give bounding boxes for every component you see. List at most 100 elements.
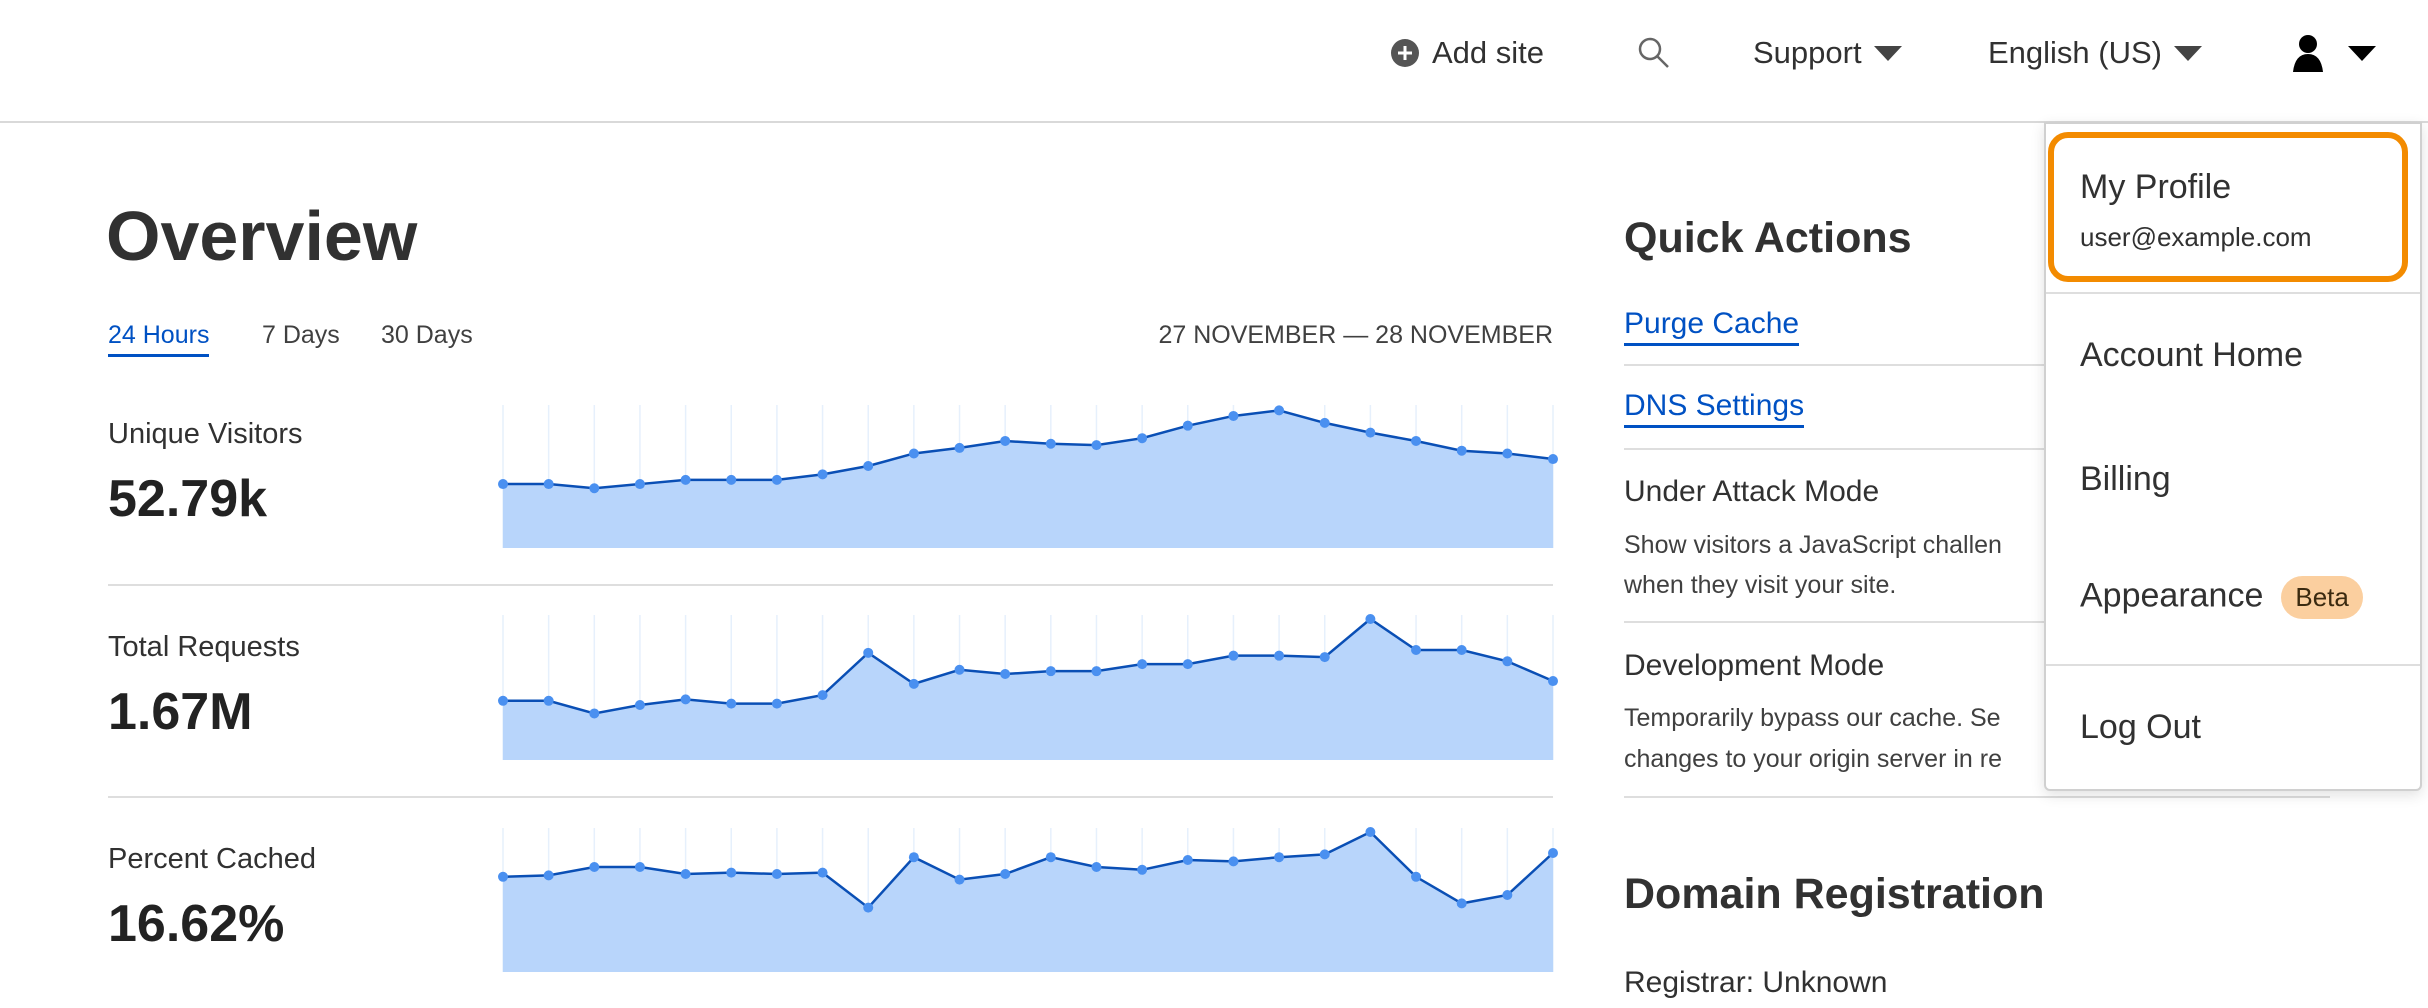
data-point: [1365, 614, 1376, 624]
data-point: [1137, 433, 1148, 444]
data-point: [1000, 435, 1011, 446]
data-point: [1548, 848, 1558, 858]
data-point: [634, 700, 645, 711]
metric-value-unique-visitors: 52.79k: [108, 470, 268, 528]
search-button[interactable]: [1636, 35, 1672, 71]
billing-item[interactable]: Billing: [2080, 460, 2171, 498]
area-fill: [503, 832, 1553, 972]
data-point: [498, 695, 508, 706]
metric-label-percent-cached: Percent Cached: [108, 843, 316, 875]
area-fill: [503, 410, 1553, 548]
tab-30-days[interactable]: 30 Days: [381, 321, 473, 349]
user-icon: [2293, 35, 2323, 72]
data-point: [589, 708, 600, 719]
language-dropdown[interactable]: English (US): [1988, 35, 2202, 71]
data-point: [1274, 650, 1285, 661]
under-attack-mode-desc-line2: when they visit your site.: [1624, 571, 1897, 599]
data-point: [863, 647, 874, 658]
add-site-button[interactable]: Add site: [1390, 35, 1544, 71]
tab-7-days[interactable]: 7 Days: [262, 321, 340, 349]
language-label: English (US): [1988, 35, 2162, 70]
dns-settings-link[interactable]: DNS Settings: [1624, 389, 1805, 428]
support-label: Support: [1753, 35, 1862, 70]
metric-value-total-requests: 1.67M: [108, 683, 253, 741]
unique-visitors-sparkline: [498, 405, 1558, 548]
series-line: [503, 409, 1554, 490]
data-point: [771, 474, 782, 485]
data-point: [1091, 666, 1102, 677]
data-point: [1456, 645, 1467, 656]
data-point: [1274, 405, 1285, 416]
data-point: [1228, 650, 1239, 661]
tab-24-hours[interactable]: 24 Hours: [108, 321, 210, 357]
data-point: [1182, 420, 1193, 431]
data-point: [1137, 659, 1148, 670]
divider: [1624, 448, 2330, 450]
my-profile-item[interactable]: [2048, 132, 2408, 282]
support-dropdown[interactable]: Support: [1753, 35, 1902, 71]
data-point: [1456, 898, 1467, 909]
data-point: [771, 698, 782, 709]
data-point: [1548, 676, 1558, 687]
series-line: [503, 617, 1554, 715]
appearance-label: Appearance: [2080, 576, 2264, 615]
data-point: [1502, 448, 1513, 459]
domain-registration-title: Domain Registration: [1624, 870, 2045, 918]
appearance-item[interactable]: Appearance Beta: [2080, 576, 2363, 619]
divider: [2046, 664, 2420, 666]
data-point: [634, 479, 645, 490]
data-point: [1319, 417, 1330, 428]
data-point: [680, 474, 691, 485]
data-point: [1319, 849, 1330, 860]
data-point: [1411, 435, 1422, 446]
data-point: [1502, 656, 1513, 667]
data-point: [1456, 445, 1467, 456]
user-menu-button[interactable]: [2290, 34, 2376, 72]
data-point: [1411, 645, 1422, 656]
caret-down-icon: [1873, 45, 1902, 61]
data-point: [543, 870, 554, 881]
data-point: [680, 694, 691, 705]
data-point: [1045, 852, 1056, 863]
registrar-text: Registrar: Unknown: [1624, 966, 1888, 999]
top-nav: Add site Support English (US): [0, 0, 2428, 123]
purge-cache-link[interactable]: Purge Cache: [1624, 307, 1800, 346]
total-requests-sparkline: [498, 614, 1558, 760]
data-point: [1365, 427, 1376, 438]
data-point: [1182, 659, 1193, 670]
data-point: [1137, 864, 1148, 875]
data-point: [634, 862, 645, 872]
development-mode-title: Development Mode: [1624, 649, 1885, 682]
data-point: [1411, 871, 1422, 882]
quick-actions-title: Quick Actions: [1624, 214, 1912, 262]
data-point: [726, 474, 737, 485]
percent-cached-sparkline: [498, 827, 1558, 972]
data-point: [954, 874, 965, 885]
divider: [1624, 364, 2330, 366]
page-title: Overview: [106, 197, 418, 275]
area-fill: [503, 619, 1553, 760]
data-point: [1091, 862, 1102, 872]
date-range: 27 NOVEMBER — 28 NOVEMBER: [1158, 321, 1553, 349]
data-point: [1182, 855, 1193, 865]
data-point: [954, 442, 965, 453]
data-point: [543, 479, 554, 490]
data-point: [1091, 440, 1102, 451]
data-point: [954, 664, 965, 675]
data-point: [726, 698, 737, 709]
data-point: [726, 867, 737, 878]
log-out-item[interactable]: Log Out: [2080, 708, 2201, 746]
data-point: [1548, 454, 1558, 465]
my-profile-label[interactable]: My Profile: [2080, 168, 2232, 206]
data-point: [1319, 652, 1330, 663]
account-home-item[interactable]: Account Home: [2080, 336, 2303, 374]
data-point: [863, 460, 874, 471]
divider: [1624, 796, 2330, 798]
data-point: [817, 867, 828, 878]
data-point: [908, 448, 919, 459]
data-point: [1045, 438, 1056, 449]
data-point: [680, 869, 691, 879]
divider: [2046, 292, 2420, 294]
data-point: [589, 862, 600, 872]
caret-down-icon: [2348, 45, 2376, 61]
